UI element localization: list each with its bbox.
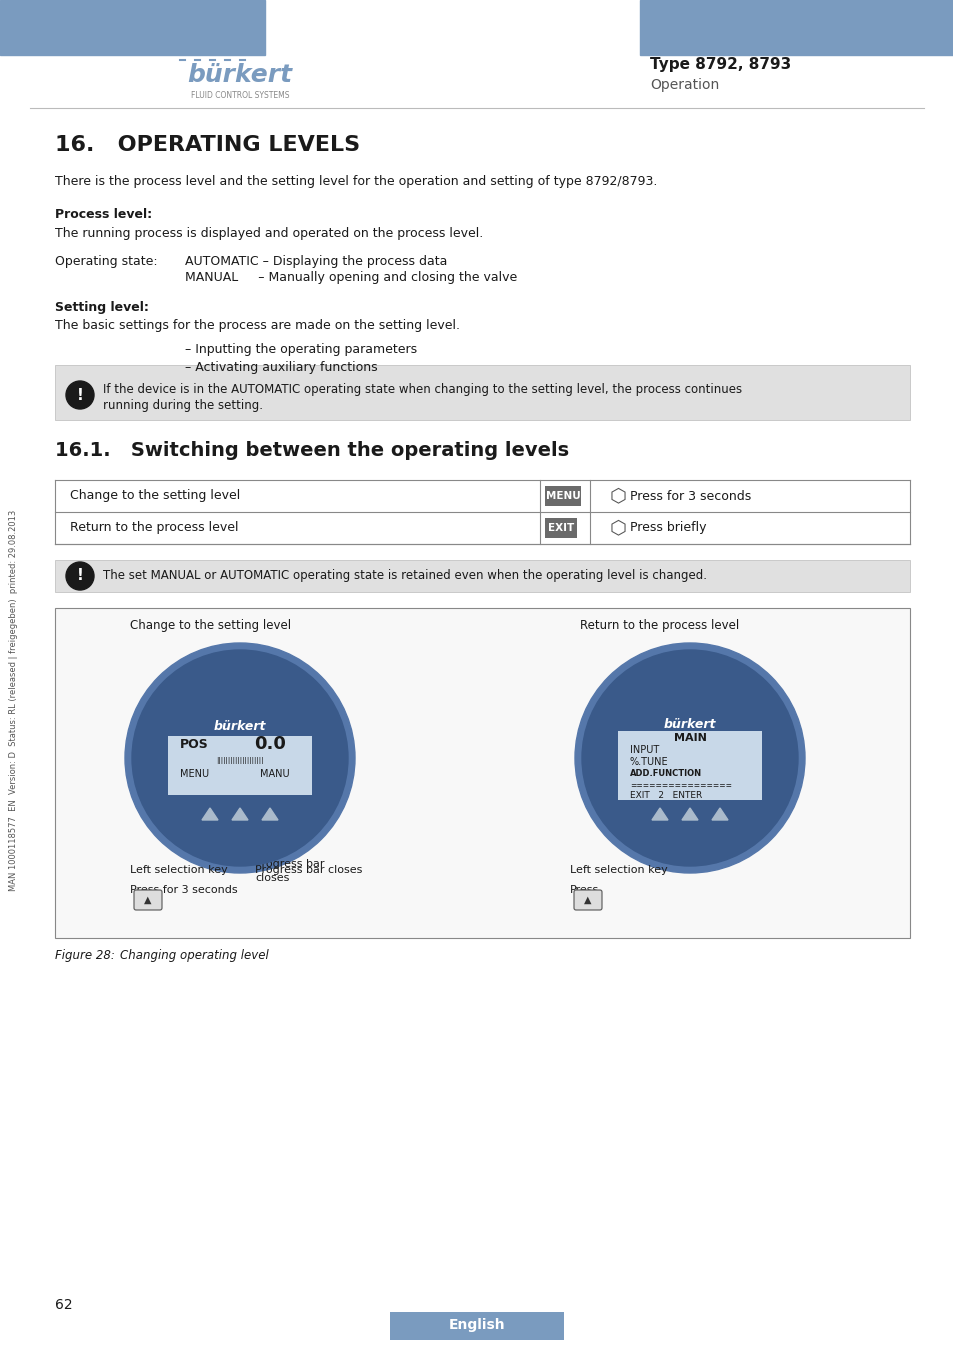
Text: There is the process level and the setting level for the operation and setting o: There is the process level and the setti… [55, 176, 657, 189]
Bar [0, 0, 265, 55]
Text: Operating state:: Operating state: [55, 255, 157, 269]
Text: ▲: ▲ [144, 895, 152, 905]
Text: %.TUNE: %.TUNE [629, 757, 668, 767]
Text: Return to the process level: Return to the process level [70, 521, 238, 535]
Text: !: ! [76, 387, 83, 402]
Text: ADD.FUNCTION: ADD.FUNCTION [629, 769, 701, 779]
Text: Process level:: Process level: [55, 208, 152, 221]
FancyBboxPatch shape [390, 1312, 563, 1341]
Text: EXIT   2   ENTER: EXIT 2 ENTER [629, 791, 701, 801]
Polygon shape [232, 809, 248, 819]
Text: bürkert: bürkert [213, 720, 266, 733]
Polygon shape [262, 809, 277, 819]
Circle shape [581, 649, 797, 865]
Polygon shape [651, 809, 667, 819]
Text: MAN 1000118577  EN  Version: D  Status: RL (released | freigegeben)  printed: 29: MAN 1000118577 EN Version: D Status: RL … [10, 509, 18, 891]
Text: ||||||||||||||||||||: |||||||||||||||||||| [216, 756, 263, 764]
Circle shape [575, 643, 804, 873]
FancyBboxPatch shape [544, 486, 580, 506]
Bar [639, 0, 953, 55]
Text: English: English [448, 1318, 505, 1332]
Text: Operation: Operation [649, 78, 719, 92]
Text: Type 8792, 8793: Type 8792, 8793 [649, 58, 790, 73]
Text: Left selection key: Left selection key [130, 865, 228, 875]
Text: EXIT: EXIT [547, 522, 574, 533]
Text: Press for 3 seconds: Press for 3 seconds [130, 886, 237, 895]
Text: The set MANUAL or AUTOMATIC operating state is retained even when the operating : The set MANUAL or AUTOMATIC operating st… [103, 570, 706, 582]
Text: MANUAL     – Manually opening and closing the valve: MANUAL – Manually opening and closing th… [185, 271, 517, 285]
Text: Press: Press [569, 886, 598, 895]
Polygon shape [202, 809, 218, 819]
Text: !: ! [76, 568, 83, 583]
FancyBboxPatch shape [55, 608, 909, 938]
Text: 16.   OPERATING LEVELS: 16. OPERATING LEVELS [55, 135, 359, 155]
FancyBboxPatch shape [574, 890, 601, 910]
Circle shape [125, 643, 355, 873]
FancyBboxPatch shape [133, 890, 162, 910]
Text: ⬡: ⬡ [609, 518, 626, 537]
Polygon shape [681, 809, 698, 819]
Text: bürkert: bürkert [663, 717, 716, 730]
Text: Change to the setting level: Change to the setting level [70, 490, 240, 502]
FancyBboxPatch shape [55, 364, 909, 420]
Text: 16.1.   Switching between the operating levels: 16.1. Switching between the operating le… [55, 440, 569, 459]
Text: POS: POS [180, 737, 209, 751]
Text: Press for 3 seconds: Press for 3 seconds [629, 490, 750, 502]
Text: FLUID CONTROL SYSTEMS: FLUID CONTROL SYSTEMS [191, 90, 289, 100]
Text: Press briefly: Press briefly [629, 521, 706, 535]
Text: MENU: MENU [545, 491, 579, 501]
Text: Progress bar: Progress bar [254, 859, 324, 869]
FancyBboxPatch shape [618, 730, 761, 801]
Text: – Inputting the operating parameters: – Inputting the operating parameters [185, 343, 416, 356]
Text: 62: 62 [55, 1297, 72, 1312]
Text: – Activating auxiliary functions: – Activating auxiliary functions [185, 360, 377, 374]
Text: Changing operating level: Changing operating level [120, 949, 269, 963]
Text: The running process is displayed and operated on the process level.: The running process is displayed and ope… [55, 227, 483, 239]
Polygon shape [711, 809, 727, 819]
Text: MANU: MANU [260, 769, 290, 779]
Text: AUTOMATIC – Displaying the process data: AUTOMATIC – Displaying the process data [185, 255, 447, 269]
Text: running during the setting.: running during the setting. [103, 400, 263, 413]
Text: ================: ================ [629, 782, 731, 791]
Text: Progress bar closes: Progress bar closes [254, 865, 362, 875]
Text: ⬡: ⬡ [609, 486, 626, 505]
Text: If the device is in the AUTOMATIC operating state when changing to the setting l: If the device is in the AUTOMATIC operat… [103, 383, 741, 397]
FancyBboxPatch shape [168, 736, 312, 795]
Text: The basic settings for the process are made on the setting level.: The basic settings for the process are m… [55, 319, 459, 332]
Circle shape [132, 649, 348, 865]
Circle shape [66, 562, 94, 590]
Text: INPUT: INPUT [629, 745, 659, 755]
Text: Change to the setting level: Change to the setting level [130, 620, 291, 633]
Text: closes: closes [254, 873, 289, 883]
Text: Setting level:: Setting level: [55, 301, 149, 315]
Circle shape [66, 381, 94, 409]
FancyBboxPatch shape [55, 560, 909, 593]
Text: 0.0: 0.0 [253, 734, 286, 753]
Text: ▲: ▲ [583, 895, 591, 905]
Text: MENU: MENU [180, 769, 209, 779]
Text: MAIN: MAIN [673, 733, 706, 743]
Text: bürkert: bürkert [187, 63, 293, 86]
Text: Return to the process level: Return to the process level [579, 620, 739, 633]
FancyBboxPatch shape [544, 518, 577, 539]
Text: Left selection key: Left selection key [569, 865, 667, 875]
Text: Figure 28:: Figure 28: [55, 949, 114, 963]
